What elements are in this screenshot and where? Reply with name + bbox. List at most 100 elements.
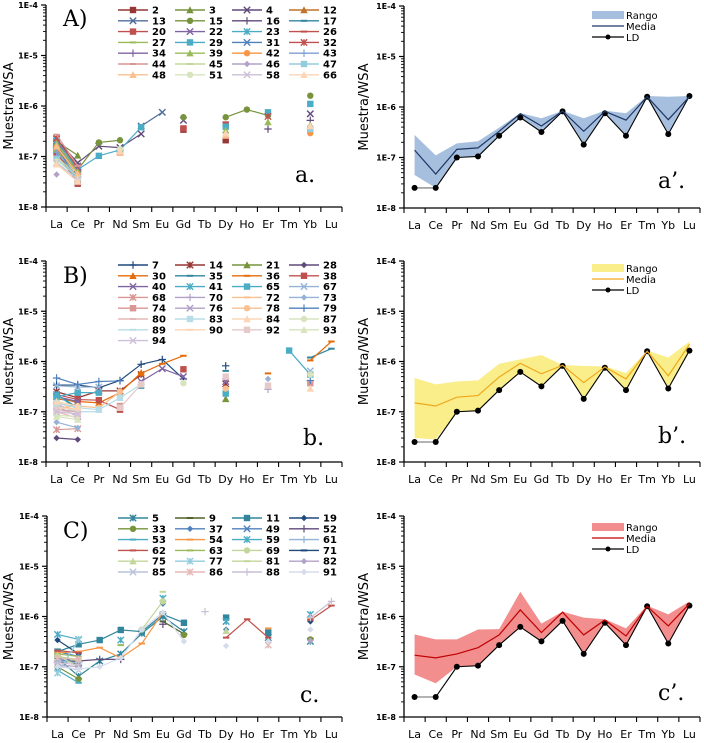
legend-item-86: 86	[175, 568, 223, 579]
point-63-nd	[117, 644, 124, 647]
y-tick-label: 1E-5	[376, 307, 396, 316]
legend-label: 80	[152, 315, 166, 326]
x-tick-label-ho: Ho	[597, 473, 612, 486]
y-tick-label: 1E-4	[376, 512, 396, 521]
panel-letter: A)	[62, 7, 87, 32]
x-tick-label-la: La	[50, 473, 63, 486]
legend-swatch-marker	[300, 535, 308, 544]
legend-label: 92	[266, 325, 280, 336]
x-tick-label-gd: Gd	[176, 728, 192, 741]
point-11-nd	[117, 626, 124, 634]
point-62-la	[54, 649, 61, 652]
point-35-sm	[137, 386, 145, 389]
legend-label: 69	[266, 546, 280, 557]
point-84-la	[52, 397, 61, 405]
legend-item-84: 84	[232, 315, 280, 326]
legend-swatch-marker	[300, 514, 308, 522]
legend-item-15: 15	[175, 16, 223, 27]
legend-item-17: 17	[289, 16, 337, 27]
point-66-nd	[116, 147, 124, 154]
point-36-eu	[159, 362, 166, 365]
legend-label: 52	[323, 524, 337, 535]
x-tick-label-sm: Sm	[490, 473, 508, 486]
panel-a-prime: 1E-8 1E-7 1E-6 1E-5 1E-4 La Ce Pr Nd Sm Eu Gd Tb Dy Ho…	[357, 2, 701, 232]
ld-point-dy	[580, 395, 587, 402]
ld-point-lu	[686, 602, 693, 609]
legend-label: 21	[266, 261, 280, 272]
legend-swatch-marker	[129, 261, 137, 269]
legend-item-71: 71	[289, 546, 337, 557]
legend-swatch-marker	[300, 261, 308, 269]
point-11-pr	[96, 636, 103, 644]
legend-swatch-marker	[300, 315, 308, 323]
y-tick-label: 1E-6	[18, 102, 38, 111]
point-19-la	[54, 636, 61, 644]
point-40-eu	[158, 364, 166, 373]
series-94-segment	[56, 411, 78, 415]
legend-swatch-marker	[300, 60, 308, 68]
point-48-la	[52, 142, 61, 150]
point-94-ce	[74, 410, 82, 418]
legend-item-91: 91	[289, 568, 337, 579]
point-81-eu	[159, 590, 167, 593]
series-7-segment	[141, 358, 163, 365]
series-4-segment	[119, 133, 142, 149]
point-67-la	[52, 382, 61, 390]
legend-swatch-marker	[243, 568, 251, 576]
y-tick-label: 1E-4	[376, 2, 396, 11]
ld-point-er	[623, 642, 629, 649]
point-35-yb	[307, 356, 314, 359]
legend-swatch-marker	[129, 557, 137, 565]
series-94	[52, 408, 82, 418]
legend-swatch-marker	[186, 49, 194, 57]
legend-swatch-marker	[243, 560, 251, 563]
series-15-segment	[225, 109, 248, 118]
legend-swatch-marker	[186, 261, 194, 269]
point-91-nd	[117, 654, 124, 662]
legend-item-30: 30	[118, 271, 166, 282]
ld-point-la	[411, 439, 418, 446]
point-15-gd	[180, 114, 187, 121]
point-88-tb	[201, 607, 209, 616]
legend-item-46: 46	[232, 60, 280, 71]
point-91-er	[265, 638, 272, 645]
legend-swatch-marker	[300, 525, 308, 533]
point-33-gd	[180, 631, 188, 639]
panel-letter: B)	[63, 264, 88, 289]
panel-c: 1E-8 1E-7 1E-6 1E-5 1E-4 La Ce Pr Nd Sm Eu Gd Tb Dy Ho…	[2, 512, 343, 741]
legend-item-51: 51	[175, 70, 223, 81]
point-20-gd	[180, 125, 187, 132]
legend-swatch-marker	[300, 549, 308, 552]
y-tick-label: 1E-5	[19, 562, 39, 571]
point-29-pr	[95, 152, 103, 160]
y-tick-label: 1E-5	[18, 307, 38, 316]
series-62-segment	[225, 618, 248, 639]
legend-item-36: 36	[232, 271, 280, 282]
legend-swatch-marker	[243, 6, 251, 14]
x-tick-label-tm: Tm	[279, 473, 297, 486]
point-39-er	[264, 118, 272, 126]
x-tick-label-sm: Sm	[133, 728, 151, 741]
range-area	[414, 341, 690, 440]
legend-item-68: 68	[118, 293, 166, 304]
x-tick-label-sm: Sm	[132, 473, 150, 486]
legend-label: 36	[266, 271, 280, 282]
legend-label: 9	[209, 514, 216, 525]
point-67-pr	[95, 383, 103, 391]
series-15-segment	[98, 139, 121, 144]
ld-point-er	[623, 132, 629, 139]
point-11-ce	[75, 641, 82, 648]
legend-label: LD	[626, 545, 640, 556]
legend-label: 22	[209, 27, 223, 38]
legend-item-82: 82	[289, 557, 337, 568]
point-79-ce	[74, 380, 82, 389]
series-92-segment	[119, 384, 142, 409]
point-54-sm	[138, 642, 146, 645]
legend-item-ld: LD	[592, 286, 640, 297]
legend-item-19: 19	[289, 514, 337, 525]
point-79-nd	[116, 377, 124, 385]
ld-segment	[498, 117, 521, 137]
x-tick-label-er: Er	[620, 219, 632, 232]
x-tick-label-nd: Nd	[470, 219, 485, 232]
